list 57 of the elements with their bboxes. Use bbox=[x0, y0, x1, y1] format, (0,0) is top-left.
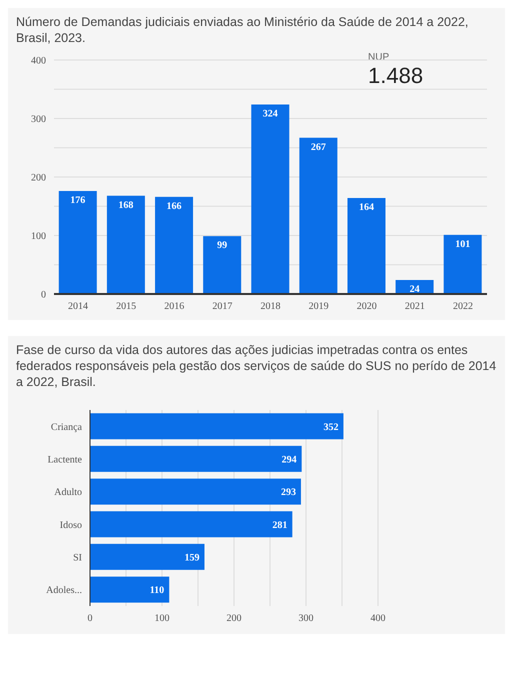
x-tick-label: 400 bbox=[370, 613, 386, 624]
data-label: 168 bbox=[118, 200, 134, 211]
x-tick-label: 2016 bbox=[164, 301, 184, 312]
x-tick-label: 2022 bbox=[452, 301, 473, 312]
y-tick-label: Lactente bbox=[48, 454, 83, 466]
y-tick-label: Adoles... bbox=[46, 585, 82, 596]
bar bbox=[90, 511, 292, 538]
data-label: 267 bbox=[310, 142, 326, 153]
bar bbox=[203, 236, 242, 294]
x-tick-label: 2014 bbox=[68, 301, 88, 312]
bar bbox=[444, 234, 482, 294]
annotation: 1.488 bbox=[368, 63, 424, 89]
y-tick-label: 100 bbox=[31, 231, 46, 242]
bar bbox=[90, 446, 302, 472]
data-label: 110 bbox=[150, 585, 164, 596]
data-label: 159 bbox=[184, 552, 200, 564]
y-tick-label: 200 bbox=[31, 172, 46, 184]
bar bbox=[106, 196, 145, 294]
x-tick-label: 0 bbox=[88, 613, 92, 624]
x-tick-label: 2020 bbox=[356, 301, 377, 312]
y-tick-label: 400 bbox=[31, 56, 46, 67]
data-label: 281 bbox=[272, 520, 288, 531]
y-tick-label: 300 bbox=[31, 114, 46, 126]
y-tick-label: SI bbox=[73, 552, 82, 564]
x-tick-label: 2017 bbox=[212, 301, 232, 312]
bar bbox=[299, 138, 338, 294]
data-label: 166 bbox=[166, 200, 182, 212]
x-tick-label: 200 bbox=[226, 613, 242, 624]
bar bbox=[90, 478, 301, 505]
chart-title: Número de Demandas judiciais enviadas ao Ministério da Saúde de 2014 a 2022, Brasil, 2023. bbox=[15, 14, 470, 46]
x-tick-label: 2018 bbox=[260, 301, 280, 312]
data-label: 24 bbox=[410, 284, 420, 296]
data-label: 164 bbox=[358, 202, 374, 214]
y-tick-label: Adulto bbox=[54, 487, 82, 498]
x-tick-label: 2021 bbox=[404, 301, 425, 312]
data-label: 352 bbox=[323, 422, 338, 433]
data-label: 101 bbox=[455, 239, 470, 250]
chart-title: Fase de curso da vida dos autores das ações judicias impetradas contra os entes federados responsáveis pela gestão dos serviços de saúde do SUS no perído de 2014 a 2022, Brasil. bbox=[15, 342, 498, 390]
data-label: 293 bbox=[280, 487, 296, 498]
bar bbox=[90, 544, 204, 570]
x-tick-label: 300 bbox=[298, 613, 314, 624]
bar bbox=[58, 191, 97, 294]
x-tick-label: 100 bbox=[154, 613, 170, 624]
data-label: 324 bbox=[262, 108, 278, 120]
bar bbox=[251, 104, 290, 294]
y-tick-label: Criança bbox=[50, 422, 83, 433]
x-tick-label: 2015 bbox=[116, 301, 136, 312]
bar bbox=[90, 576, 170, 603]
bar bbox=[90, 413, 344, 440]
data-label: 176 bbox=[70, 195, 86, 206]
y-tick-label: 0 bbox=[41, 290, 46, 301]
bar bbox=[155, 196, 194, 294]
bar bbox=[347, 198, 386, 294]
data-label: 294 bbox=[282, 454, 297, 466]
data-label: 99 bbox=[217, 240, 228, 252]
x-tick-label: 2019 bbox=[308, 301, 329, 312]
y-tick-label: Idoso bbox=[60, 520, 82, 531]
